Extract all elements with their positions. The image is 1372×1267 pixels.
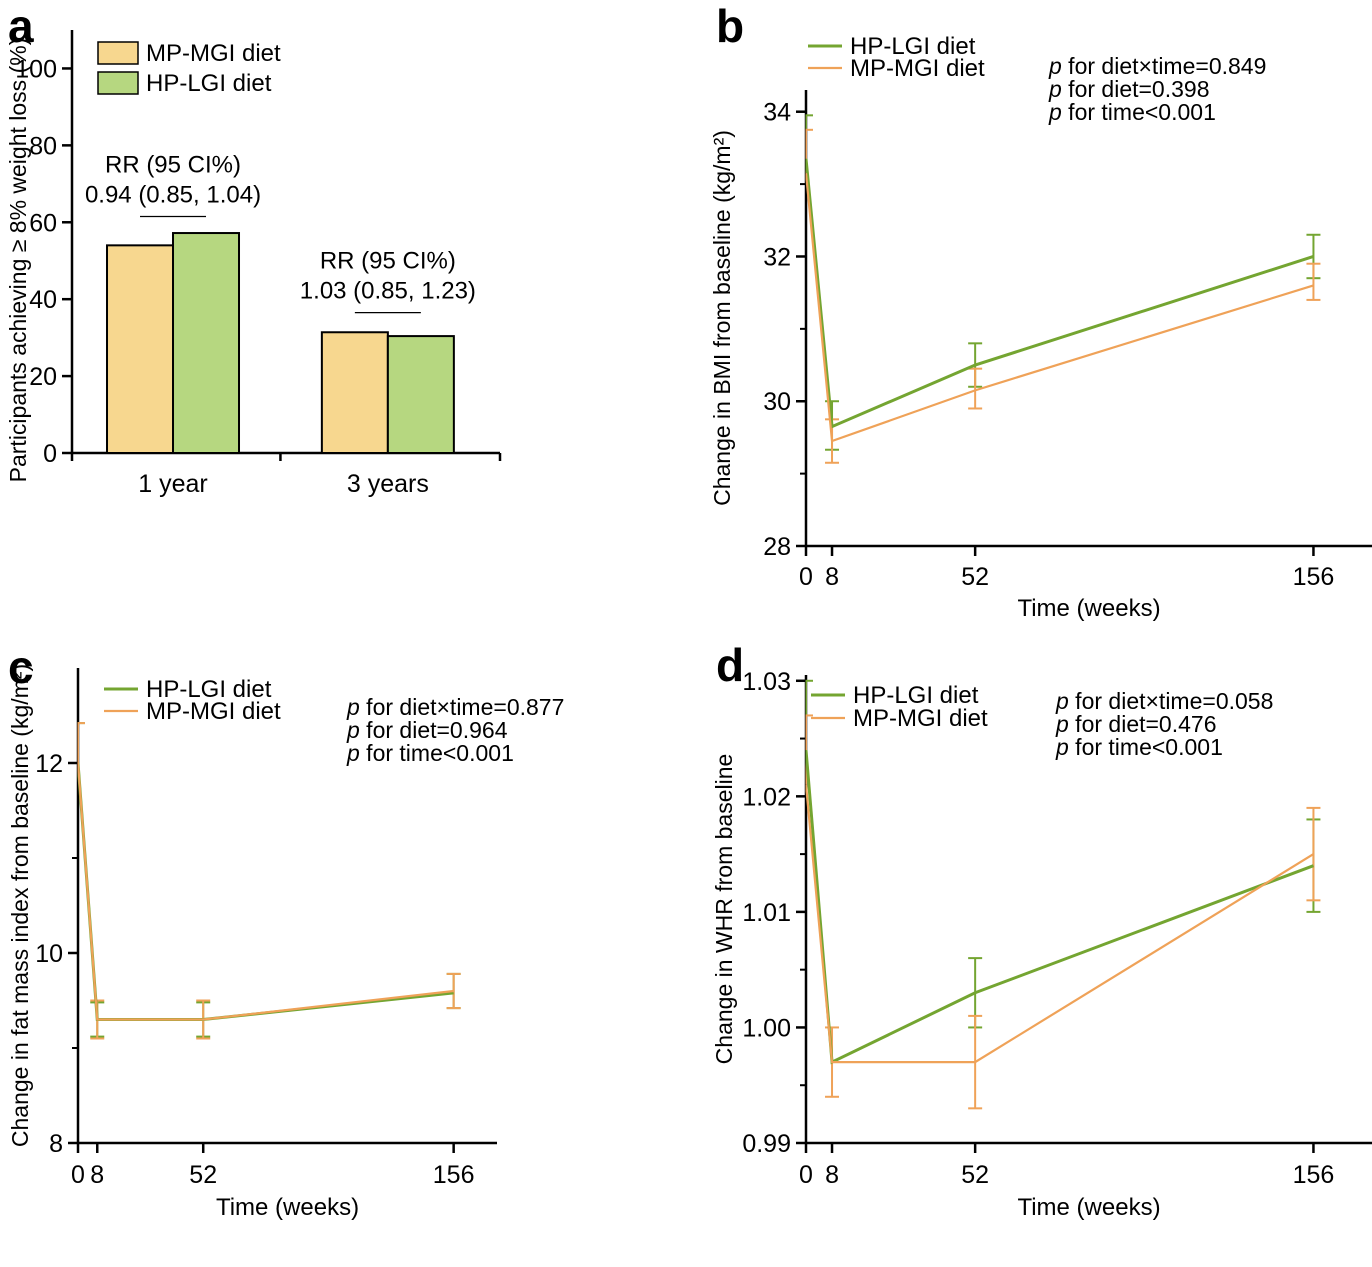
x-tick-label: 0 xyxy=(799,1161,813,1189)
p-value-note: p for time<0.001 xyxy=(1048,99,1216,125)
y-tick-label: 20 xyxy=(29,363,57,391)
y-tick-label: 0.99 xyxy=(742,1130,791,1158)
y-axis-title: Change in WHR from baseline xyxy=(711,754,737,1065)
legend-label: MP-MGI diet xyxy=(850,55,985,82)
legend-label: MP-MGI diet xyxy=(146,698,281,725)
legend-label: MP-MGI diet xyxy=(853,705,988,732)
x-tick-label: 8 xyxy=(825,563,839,591)
plot-area xyxy=(77,722,461,1040)
y-tick-label: 12 xyxy=(35,750,63,778)
bar-hp-lgi xyxy=(386,335,455,454)
y-tick-label: 8 xyxy=(49,1130,63,1158)
x-tick-label: 156 xyxy=(1293,563,1335,591)
y-tick-label: 32 xyxy=(763,243,791,271)
y-tick-label: 30 xyxy=(763,388,791,416)
legend-label: HP-LGI diet xyxy=(146,70,272,97)
y-axis-title: Participants achieving ≥ 8% weight loss … xyxy=(5,38,31,483)
x-tick-label: 52 xyxy=(961,1161,989,1189)
legend-label: HP-LGI diet xyxy=(850,33,976,60)
bar-mp-mgi xyxy=(320,331,389,454)
plot-area xyxy=(805,114,1321,464)
annotation-rr-value: 1.03 (0.85, 1.23) xyxy=(300,278,476,305)
panel-letter: d xyxy=(716,639,744,691)
x-tick-label: 0 xyxy=(799,563,813,591)
category-label: 3 years xyxy=(347,470,429,498)
p-value-note: p for diet×time=0.849 xyxy=(1048,53,1266,79)
series-line-hp-lgi-diet xyxy=(805,158,1314,429)
x-tick-label: 52 xyxy=(961,563,989,591)
legend-label: HP-LGI diet xyxy=(853,682,979,709)
p-value-note: p for diet=0.964 xyxy=(346,717,508,743)
panel-letter: a xyxy=(8,0,34,52)
x-axis-title: Time (weeks) xyxy=(216,1194,359,1221)
y-tick-label: 28 xyxy=(763,533,791,561)
y-tick-label: 0 xyxy=(43,440,57,468)
p-value-note: p for time<0.001 xyxy=(1055,734,1223,760)
y-tick-label: 1.02 xyxy=(742,783,791,811)
legend-swatch xyxy=(97,41,139,65)
legend-label: MP-MGI diet xyxy=(146,40,281,67)
y-tick-label: 34 xyxy=(763,99,791,127)
y-tick-label: 1.00 xyxy=(742,1014,791,1042)
y-tick-label: 1.01 xyxy=(742,899,791,927)
annotation-rr-title: RR (95 CI%) xyxy=(105,152,241,179)
y-axis-title: Change in BMI from baseline (kg/m²) xyxy=(709,130,735,506)
series-line-mp-mgi-diet xyxy=(805,173,1314,443)
p-value-note: p for diet=0.398 xyxy=(1048,76,1210,102)
p-value-note: p for diet=0.476 xyxy=(1055,711,1217,737)
y-tick-label: 80 xyxy=(29,132,57,160)
panel-d-line-chart: 0.99 1.00 1.01 1.02 1.03 0 8 52 156 HP-LGI dietMP… xyxy=(711,639,1372,1221)
series-line-mp-mgi-diet xyxy=(805,784,1315,1064)
bar-mp-mgi xyxy=(106,244,175,454)
y-tick-label: 40 xyxy=(29,286,57,314)
legend-swatch xyxy=(97,71,139,95)
plot-area xyxy=(805,679,1321,1110)
y-tick-label: 1.03 xyxy=(742,668,791,696)
y-axis-title: Change in fat mass index from baseline (… xyxy=(7,664,33,1147)
x-axis-title: Time (weeks) xyxy=(1017,595,1160,622)
series-line-hp-lgi-diet xyxy=(77,762,454,1021)
y-tick-label: 100 xyxy=(15,55,57,83)
category-label: 1 year xyxy=(138,470,207,498)
series-line-mp-mgi-diet xyxy=(77,762,454,1021)
x-tick-label: 156 xyxy=(1293,1161,1335,1189)
annotation-rr-title: RR (95 CI%) xyxy=(320,248,456,275)
x-tick-label: 156 xyxy=(433,1161,475,1189)
x-axis-title: Time (weeks) xyxy=(1017,1194,1160,1221)
x-tick-label: 8 xyxy=(90,1161,104,1189)
bar-hp-lgi xyxy=(172,232,241,454)
y-tick-label: 10 xyxy=(35,940,63,968)
series-line-hp-lgi-diet xyxy=(805,749,1314,1065)
y-tick-label: 60 xyxy=(29,209,57,237)
p-value-note: p for diet×time=0.058 xyxy=(1055,688,1273,714)
panel-letter: c xyxy=(8,641,34,693)
x-tick-label: 8 xyxy=(825,1161,839,1189)
legend-label: HP-LGI diet xyxy=(146,676,272,703)
panel-a-bar-chart: 0 20 40 60 80 100 1 year 3 years RR (95 CI%) 0.94… xyxy=(5,0,502,498)
x-tick-label: 52 xyxy=(189,1161,217,1189)
x-tick-label: 0 xyxy=(71,1161,85,1189)
p-value-note: p for diet×time=0.877 xyxy=(346,694,564,720)
panel-letter: b xyxy=(716,0,744,52)
p-value-note: p for time<0.001 xyxy=(346,740,514,766)
annotation-rr-value: 0.94 (0.85, 1.04) xyxy=(85,182,261,209)
